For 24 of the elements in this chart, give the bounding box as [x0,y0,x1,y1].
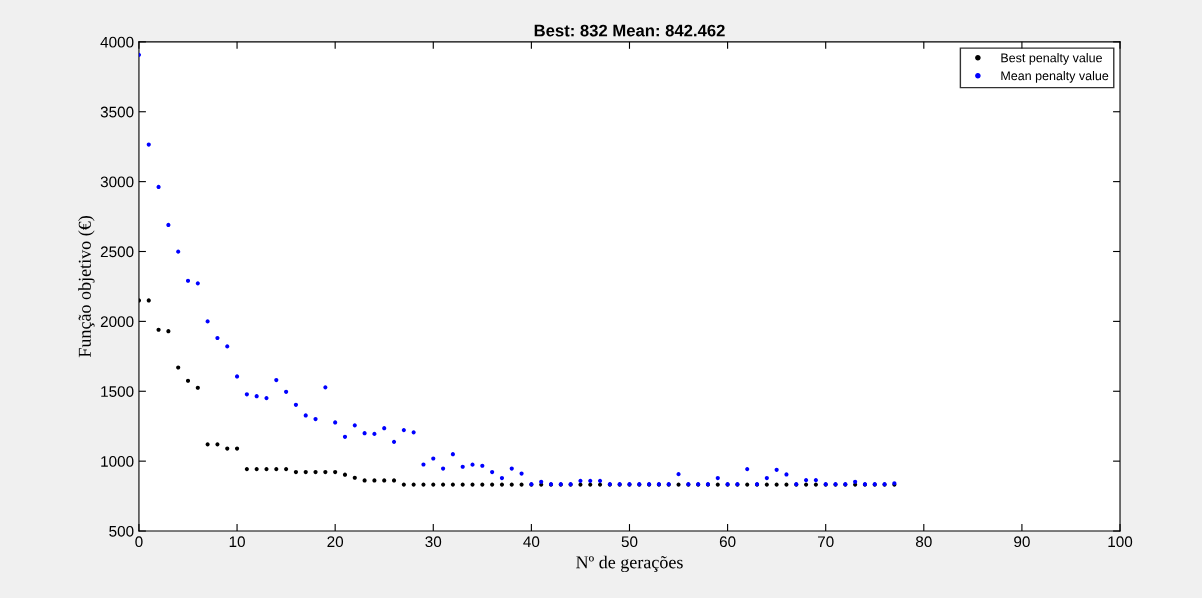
legend-label: Mean penalty value [1001,71,1109,83]
x-tick-label: 40 [523,536,540,548]
y-tick-label: 2500 [100,246,134,258]
x-tick-label: 50 [621,536,638,548]
y-axis-title: Função objetivo (€) [78,216,95,358]
y-tick-label: 500 [109,525,134,537]
x-tick-label: 0 [135,536,143,548]
x-axis-title: Nº de gerações [576,555,683,573]
y-tick-label: 1000 [101,456,134,467]
x-tick-label: 30 [425,536,442,548]
chart-title: Best: 832 Mean: 842.462 [534,24,725,37]
y-tick-label: 4000 [100,36,134,48]
x-tick-label: 60 [719,536,736,548]
y-tick-label: 1500 [101,386,134,397]
x-tick-label: 80 [915,536,932,548]
x-tick-label: 70 [817,536,834,548]
x-tick-label: 10 [229,536,245,548]
y-tick-label: 3500 [100,106,134,118]
x-tick-label: 90 [1014,536,1030,548]
x-tick-label: 100 [1108,536,1133,548]
x-tick-label: 20 [327,536,344,548]
y-tick-label: 3000 [100,176,134,188]
legend-label: Best penalty value [1001,53,1102,65]
y-tick-label: 2000 [100,316,134,328]
